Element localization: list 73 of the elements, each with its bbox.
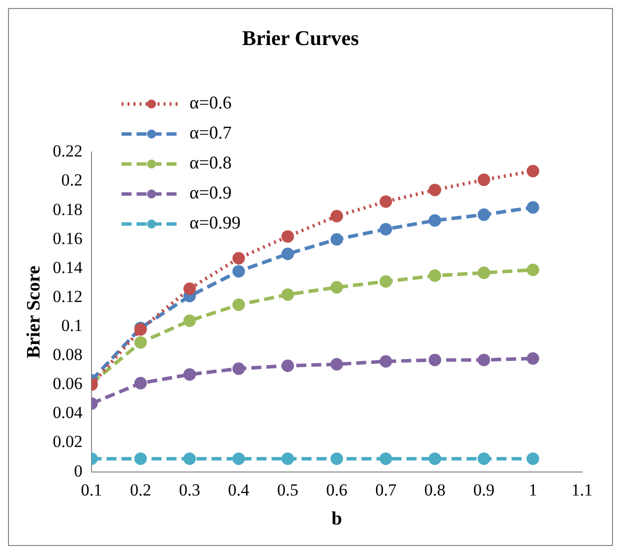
- point: [380, 355, 392, 368]
- point: [330, 281, 344, 294]
- point: [478, 266, 490, 280]
- point: [526, 164, 540, 178]
- x-tick-label: 0.5: [277, 480, 298, 500]
- legend-label: α=0.9: [190, 182, 232, 203]
- point: [526, 352, 540, 365]
- chart-title: Brier Curves: [242, 26, 359, 50]
- point: [330, 210, 344, 222]
- y-tick-label: 0.06: [52, 374, 83, 394]
- point: [380, 222, 392, 236]
- x-tick-label: 0.8: [424, 480, 446, 500]
- point: [478, 208, 490, 221]
- y-tick-label: 0.18: [52, 200, 83, 219]
- legend-label: α=0.6: [190, 92, 232, 113]
- point: [428, 184, 442, 196]
- point: [428, 354, 442, 366]
- point: [330, 358, 344, 371]
- x-axis-title: b: [331, 508, 342, 530]
- y-tick-label: 0.22: [52, 142, 83, 161]
- y-tick-label: 0.08: [52, 345, 83, 364]
- point: [281, 230, 294, 243]
- x-tick-label: 0.3: [179, 480, 200, 500]
- y-tick-label: 0.2: [61, 170, 83, 190]
- x-tick-label: 0.7: [375, 480, 397, 500]
- point: [380, 195, 392, 208]
- point: [232, 452, 245, 465]
- point: [281, 288, 294, 301]
- point: [183, 368, 196, 381]
- point: [232, 298, 245, 311]
- y-axis-title: Brier Score: [23, 266, 44, 358]
- point: [428, 214, 442, 227]
- point: [380, 275, 392, 288]
- point: [281, 360, 294, 372]
- point: [183, 314, 196, 327]
- x-tick-label: 0.6: [326, 480, 348, 500]
- point: [478, 174, 490, 186]
- point: [134, 376, 147, 390]
- point: [526, 264, 540, 276]
- point: [380, 452, 392, 465]
- point: [526, 452, 540, 465]
- legend-label: α=0.8: [190, 152, 232, 173]
- point: [232, 252, 245, 264]
- x-tick-label: 1: [528, 480, 538, 500]
- y-tick-label: 0.1: [61, 316, 83, 335]
- x-tick-label: 0.4: [228, 480, 250, 500]
- y-tick-label: 0.14: [52, 258, 84, 277]
- point: [183, 452, 196, 465]
- point: [428, 269, 442, 282]
- y-tick-label: 0.16: [52, 228, 83, 248]
- point: [330, 233, 344, 246]
- legend-label: α=0.99: [190, 212, 241, 233]
- point: [330, 452, 344, 465]
- x-tick-label: 1.1: [571, 480, 593, 500]
- legend-label: α=0.7: [190, 122, 232, 143]
- y-tick-label: 0.04: [52, 403, 84, 422]
- point: [478, 354, 490, 366]
- point: [281, 248, 294, 260]
- point: [526, 201, 540, 214]
- point: [134, 452, 147, 465]
- point: [428, 452, 442, 465]
- point: [478, 452, 490, 465]
- point: [232, 362, 245, 375]
- point: [232, 265, 245, 278]
- point: [134, 336, 147, 349]
- y-tick-label: 0.12: [52, 286, 83, 306]
- x-tick-label: 0.2: [130, 480, 152, 500]
- x-tick-label: 0.1: [80, 480, 102, 500]
- point: [281, 452, 294, 465]
- point: [183, 282, 196, 296]
- y-tick-label: 0: [74, 461, 83, 480]
- x-tick-label: 0.9: [473, 480, 495, 500]
- y-tick-label: 0.02: [52, 432, 83, 452]
